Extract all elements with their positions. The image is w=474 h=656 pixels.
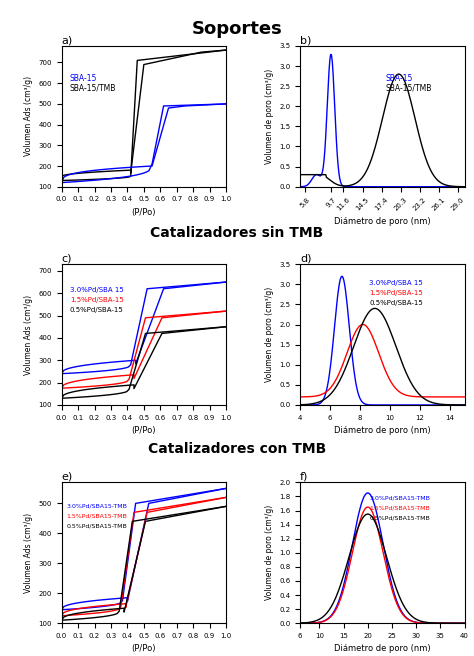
Text: d): d) bbox=[300, 253, 311, 263]
Text: 3.0%Pd/SBA15-TMB: 3.0%Pd/SBA15-TMB bbox=[66, 504, 128, 509]
X-axis label: (P/Po): (P/Po) bbox=[132, 208, 156, 217]
X-axis label: (P/Po): (P/Po) bbox=[132, 426, 156, 435]
Text: 0.5%Pd/SBA15-TMB: 0.5%Pd/SBA15-TMB bbox=[66, 523, 128, 529]
Text: 1.5%Pd/SBA-15: 1.5%Pd/SBA-15 bbox=[369, 290, 423, 296]
Y-axis label: Volumen Ads (cm³/g): Volumen Ads (cm³/g) bbox=[24, 295, 33, 375]
Text: e): e) bbox=[62, 472, 73, 482]
X-axis label: Diámetro de poro (nm): Diámetro de poro (nm) bbox=[334, 217, 430, 226]
Text: 0.5%Pd/SBA-15: 0.5%Pd/SBA-15 bbox=[369, 300, 423, 306]
X-axis label: (P/Po): (P/Po) bbox=[132, 644, 156, 653]
Text: SBA-15/TMB: SBA-15/TMB bbox=[70, 84, 116, 93]
Text: a): a) bbox=[62, 35, 73, 45]
Text: Soportes: Soportes bbox=[191, 20, 283, 37]
Text: Catalizadores sin TMB: Catalizadores sin TMB bbox=[150, 226, 324, 240]
Text: 0.5%Pd/SBA-15: 0.5%Pd/SBA-15 bbox=[70, 307, 124, 313]
Text: f): f) bbox=[300, 472, 309, 482]
Text: 0.5%Pd/SBA15-TMB: 0.5%Pd/SBA15-TMB bbox=[369, 515, 430, 520]
Text: 3.0%Pd/SBA 15: 3.0%Pd/SBA 15 bbox=[70, 287, 124, 293]
Y-axis label: Volumen Ads (cm³/g): Volumen Ads (cm³/g) bbox=[24, 513, 33, 593]
Text: 3.0%Pd/SBA15-TMB: 3.0%Pd/SBA15-TMB bbox=[369, 495, 430, 501]
Text: 3.0%Pd/SBA 15: 3.0%Pd/SBA 15 bbox=[369, 280, 423, 286]
Y-axis label: Volumen de poro (cm³/g): Volumen de poro (cm³/g) bbox=[264, 505, 273, 600]
Text: 1.5%Pd/SBA15-TMB: 1.5%Pd/SBA15-TMB bbox=[66, 514, 128, 519]
X-axis label: Diámetro de poro (nm): Diámetro de poro (nm) bbox=[334, 644, 430, 653]
Y-axis label: Volumen de poro (cm³/g): Volumen de poro (cm³/g) bbox=[264, 287, 273, 382]
Y-axis label: Volumen Ads (cm³/g): Volumen Ads (cm³/g) bbox=[24, 76, 33, 156]
Text: c): c) bbox=[62, 253, 72, 263]
Text: 1.5%Pd/SBA-15: 1.5%Pd/SBA-15 bbox=[70, 297, 124, 303]
Text: SBA-15: SBA-15 bbox=[70, 74, 97, 83]
X-axis label: Diámetro de poro (nm): Diámetro de poro (nm) bbox=[334, 426, 430, 435]
Text: SBA-15/TMB: SBA-15/TMB bbox=[385, 84, 432, 93]
Text: 1.5%Pd/SBA15-TMB: 1.5%Pd/SBA15-TMB bbox=[369, 505, 430, 510]
Y-axis label: Volumen de poro (cm³/g): Volumen de poro (cm³/g) bbox=[264, 69, 273, 164]
Text: b): b) bbox=[300, 35, 311, 45]
Text: Catalizadores con TMB: Catalizadores con TMB bbox=[148, 442, 326, 457]
Text: SBA-15: SBA-15 bbox=[385, 74, 413, 83]
